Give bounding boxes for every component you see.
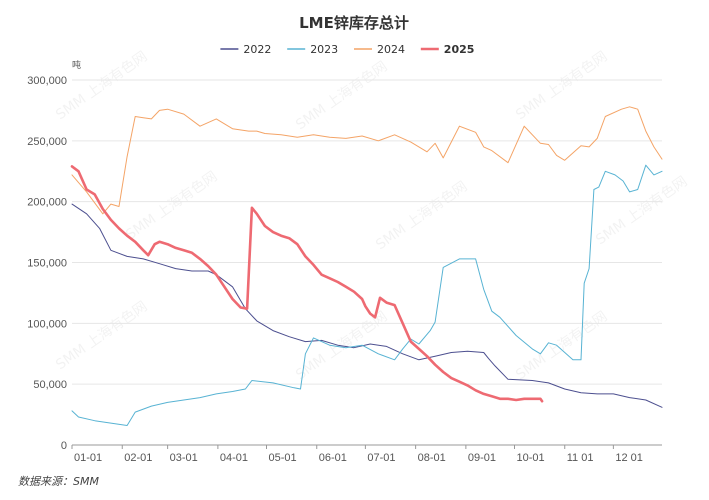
watermark-text: SMM 上海有色网 xyxy=(53,298,151,374)
x-axis: 01-01 02-01 03-01 04-01 05-01 06-01 07-01 08-01… xyxy=(71,444,662,464)
x-tick-label: 05-01 xyxy=(269,452,297,464)
x-tick-label: 01-01 xyxy=(74,452,102,464)
source-note: 数据来源：SMM xyxy=(18,475,99,488)
y-axis-unit: 吨 xyxy=(72,59,81,70)
x-tick-label: 08-01 xyxy=(418,452,446,464)
series-line-2025 xyxy=(70,165,544,403)
y-tick-label: 300,000 xyxy=(27,75,67,87)
watermark-text: SMM 上海有色网 xyxy=(513,308,611,384)
watermark-text: SMM 上海有色网 xyxy=(373,178,471,254)
watermark-text: SMM 上海有色网 xyxy=(513,48,611,124)
legend-item-2022[interactable]: 2022 xyxy=(220,43,271,56)
y-tick-label: 150,000 xyxy=(27,258,67,270)
y-tick-label: 200,000 xyxy=(27,197,67,209)
x-tick-label: 03-01 xyxy=(170,452,198,464)
y-tick-label: 50,000 xyxy=(33,379,67,391)
y-axis-ticks: 0 50,000 100,000 150,000 200,000 250,000 300,0… xyxy=(27,75,67,452)
legend-label: 2025 xyxy=(444,43,475,56)
x-tick-label: 11 01 xyxy=(567,452,594,464)
watermark-layer: SMM 上海有色网 SMM 上海有色网 SMM 上海有色网 SMM 上海有色网 SMM … xyxy=(53,48,691,384)
x-tick-label: 06-01 xyxy=(319,452,347,464)
x-tick-label: 10-01 xyxy=(517,452,545,464)
y-tick-label: 250,000 xyxy=(27,136,67,148)
series-line-2024 xyxy=(71,106,663,215)
legend-item-2023[interactable]: 2023 xyxy=(287,43,338,56)
watermark-text: SMM 上海有色网 xyxy=(293,58,391,134)
y-tick-label: 100,000 xyxy=(27,318,67,330)
watermark-text: SMM 上海有色网 xyxy=(123,168,221,244)
x-tick-label: 04-01 xyxy=(220,452,248,464)
y-tick-label: 0 xyxy=(61,440,67,452)
series-line-2023 xyxy=(71,164,663,426)
grid xyxy=(72,79,662,385)
legend-item-2024[interactable]: 2024 xyxy=(354,43,405,56)
legend-item-2025[interactable]: 2025 xyxy=(420,43,475,56)
watermark-text: SMM 上海有色网 xyxy=(53,48,151,124)
x-tick-label: 09-01 xyxy=(468,452,496,464)
legend-label: 2024 xyxy=(377,43,405,56)
series-line-2022 xyxy=(71,203,663,408)
chart-title: LME锌库存总计 xyxy=(299,14,409,32)
x-tick-label: 12 01 xyxy=(615,452,643,464)
x-tick-label: 02-01 xyxy=(124,452,152,464)
legend: 2022 2023 2024 2025 xyxy=(220,43,474,56)
legend-label: 2022 xyxy=(243,43,271,56)
series-layer xyxy=(70,106,663,426)
watermark-text: SMM 上海有色网 xyxy=(593,173,691,249)
legend-label: 2023 xyxy=(310,43,338,56)
x-tick-label: 07-01 xyxy=(367,452,395,464)
